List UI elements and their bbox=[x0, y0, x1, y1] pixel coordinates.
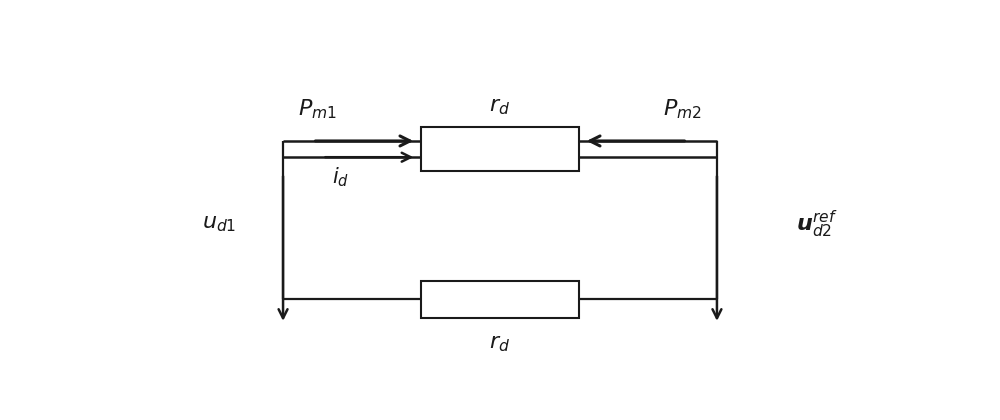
Bar bbox=[421, 281, 579, 318]
Bar bbox=[421, 127, 579, 171]
Text: $P_{m1}$: $P_{m1}$ bbox=[298, 97, 337, 121]
Text: $\boldsymbol{i_d}$: $\boldsymbol{i_d}$ bbox=[332, 165, 350, 189]
Text: $u_{d1}$: $u_{d1}$ bbox=[202, 214, 236, 234]
Text: $r_d$: $r_d$ bbox=[489, 97, 511, 117]
Text: $P_{m2}$: $P_{m2}$ bbox=[663, 97, 702, 121]
Text: $\boldsymbol{u}_{d2}^{ref}$: $\boldsymbol{u}_{d2}^{ref}$ bbox=[796, 209, 837, 240]
Text: $r_d$: $r_d$ bbox=[489, 334, 511, 354]
